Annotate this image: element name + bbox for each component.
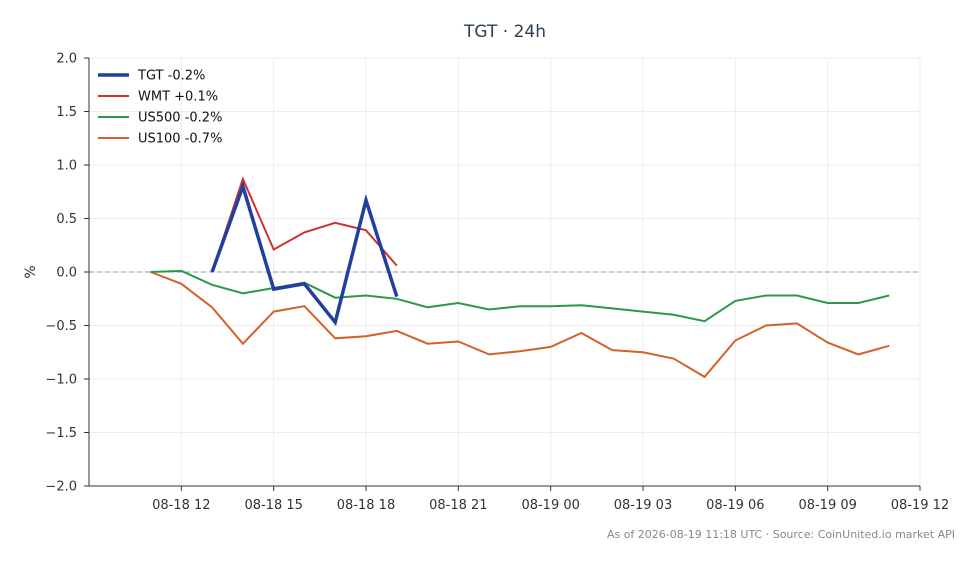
x-tick-label: 08-18 21: [429, 498, 487, 513]
legend-label: WMT +0.1%: [138, 90, 218, 105]
y-tick-label: 0.0: [56, 266, 77, 281]
x-tick-label: 08-19 06: [706, 498, 764, 513]
y-tick-label: 1.0: [56, 159, 77, 174]
series-lines: [150, 176, 890, 379]
y-tick-label: 2.0: [56, 52, 77, 67]
series-line-us100: [150, 271, 890, 379]
y-axis-label: %: [23, 265, 39, 278]
x-tick-label: 08-19 12: [891, 498, 949, 513]
y-tick-label: −1.0: [45, 373, 77, 388]
legend-label: US500 -0.2%: [138, 111, 222, 126]
y-tick-label: 1.5: [56, 105, 77, 120]
series-line-wmt: [211, 176, 398, 273]
y-tick-label: −2.0: [45, 480, 77, 495]
source-footer: As of 2026-08-19 11:18 UTC · Source: Coi…: [607, 528, 955, 541]
series-line-us500: [150, 269, 890, 323]
legend: TGT -0.2% WMT +0.1% US500 -0.2% US100 -0.7%: [98, 69, 222, 147]
x-tick-label: 08-18 12: [152, 498, 210, 513]
y-tick-label: 0.5: [56, 212, 77, 227]
x-tick-label: 08-18 18: [337, 498, 395, 513]
x-tick-label: 08-19 03: [614, 498, 672, 513]
legend-label: TGT -0.2%: [137, 69, 205, 84]
y-tick-label: −0.5: [45, 319, 77, 334]
series-line-tgt: [210, 180, 399, 327]
x-tick-label: 08-19 09: [798, 498, 856, 513]
y-tick-label: −1.5: [45, 426, 77, 441]
chart-title: TGT · 24h: [463, 22, 546, 42]
x-tick-label: 08-18 15: [244, 498, 302, 513]
y-axis-ticks: 2.0 1.5 1.0 0.5 0.0 −0.5 −1.0 −1.5 −2.0: [45, 52, 89, 495]
x-axis-ticks: 08-18 12 08-18 15 08-18 18 08-18 21 08-19 00…: [152, 486, 949, 513]
x-tick-label: 08-19 00: [521, 498, 579, 513]
legend-label: US100 -0.7%: [138, 132, 222, 147]
